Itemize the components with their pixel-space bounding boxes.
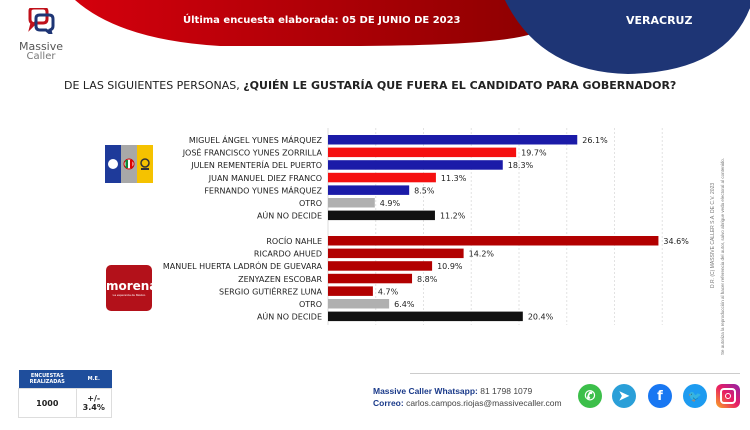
telegram-icon[interactable]: ➤: [612, 384, 636, 408]
bar: [328, 185, 410, 195]
surveys-header: ENCUESTAS REALIZADAS: [18, 370, 77, 389]
bar: [328, 172, 436, 183]
bar: [328, 273, 413, 284]
value-label: 4.9%: [380, 199, 401, 208]
state-name: VERACRUZ: [626, 14, 693, 27]
footer-divider: [410, 373, 740, 374]
value-label: 11.2%: [440, 212, 466, 221]
morena-tagline: La esperanza de México: [112, 293, 146, 297]
bar: [328, 286, 373, 296]
survey-date: Última encuesta elaborada: 05 DE JUNIO D…: [183, 15, 461, 26]
bar: [328, 147, 517, 158]
value-label: 20.4%: [528, 313, 554, 322]
bar: [328, 160, 503, 170]
bar-chart: MIGUEL ÁNGEL YUNES MÁRQUEZ 26.1% JOSÉ FRAN…: [163, 128, 689, 325]
morena-logo: morena La esperanza de México: [106, 265, 158, 311]
category-label: RICARDO AHUED: [254, 250, 322, 259]
value-label: 6.4%: [394, 300, 415, 309]
category-label: AÚN NO DECIDE: [257, 311, 322, 322]
brand-name-line2: Caller: [26, 51, 56, 62]
value-label: 34.6%: [663, 237, 689, 246]
value-label: 4.7%: [378, 287, 399, 296]
header-red-wave: [75, 0, 560, 46]
value-label: 8.5%: [414, 186, 435, 195]
category-label: FERNANDO YUNES MÁRQUEZ: [204, 184, 322, 195]
category-label: SERGIO GUTIÉRREZ LUNA: [219, 285, 323, 296]
bar: [328, 248, 464, 259]
category-label: OTRO: [299, 300, 322, 309]
surveys-count: 1000: [18, 388, 77, 418]
bar: [328, 135, 578, 145]
instagram-icon[interactable]: [716, 384, 740, 408]
copyright-line2: Se autoriza la reproducción al hacer ref…: [720, 157, 725, 355]
category-label: ZENYAZEN ESCOBAR: [238, 275, 322, 284]
massive-caller-logo: Massive Caller: [18, 6, 64, 62]
value-label: 8.8%: [417, 275, 438, 284]
margin-error-header: M.E.: [76, 370, 112, 389]
whatsapp-label: Massive Caller Whatsapp:: [373, 386, 478, 396]
prd-icon: [140, 158, 150, 168]
category-label: JULEN REMENTERÍA DEL PUERTO: [190, 159, 322, 170]
value-label: 11.3%: [441, 174, 467, 183]
header-blue-shape: [505, 0, 750, 74]
bar: [328, 210, 435, 221]
survey-stats-table: ENCUESTAS REALIZADAS M.E. 1000 +/- 3.4%: [18, 370, 113, 418]
value-label: 18.3%: [508, 161, 534, 170]
twitter-icon[interactable]: 🐦: [683, 384, 707, 408]
pan-icon: [107, 158, 119, 170]
facebook-icon[interactable]: f: [648, 384, 672, 408]
category-label: AÚN NO DECIDE: [257, 210, 322, 221]
brand-name-line1: Massive: [18, 40, 64, 53]
category-label: ROCÍO NAHLE: [266, 235, 322, 246]
prd-stripe: [137, 145, 153, 183]
bar: [328, 311, 523, 322]
morena-logo-text: morena: [106, 279, 158, 293]
coalition-logo: [105, 145, 153, 183]
bar: [328, 261, 433, 271]
bar: [328, 299, 390, 309]
contact-info: Massive Caller Whatsapp: 81 1798 1079 Co…: [373, 385, 562, 409]
value-label: 19.7%: [521, 149, 547, 158]
email-label: Correo:: [373, 398, 404, 408]
bar: [328, 198, 375, 208]
survey-question: DE LAS SIGUIENTES PERSONAS, ¿QUIÉN LE GU…: [64, 79, 676, 92]
email-address[interactable]: carlos.campos.riojas@massivecaller.com: [403, 398, 562, 408]
category-label: MIGUEL ÁNGEL YUNES MÁRQUEZ: [189, 134, 323, 145]
value-label: 26.1%: [582, 136, 608, 145]
category-label: OTRO: [299, 199, 322, 208]
category-label: MANUEL HUERTA LADRÓN DE GUEVARA: [163, 260, 323, 271]
chat-bubbles-icon: [28, 6, 55, 38]
category-label: JOSÉ FRANCISCO YUNES ZORRILLA: [182, 147, 323, 158]
question-bold: ¿QUIÉN LE GUSTARÍA QUE FUERA EL CANDIDAT…: [243, 79, 677, 92]
margin-error-value: +/- 3.4%: [75, 388, 113, 418]
copyright-line1: D.R. (C) MASSIVE CALLER S.A. DE C.V. 202…: [710, 182, 716, 288]
whatsapp-number[interactable]: 81 1798 1079: [477, 386, 533, 396]
value-label: 14.2%: [469, 250, 495, 259]
question-prefix: DE LAS SIGUIENTES PERSONAS,: [64, 79, 244, 92]
bar: [328, 236, 659, 246]
value-label: 10.9%: [437, 262, 463, 271]
copyright-note: D.R. (C) MASSIVE CALLER S.A. DE C.V. 202…: [706, 100, 730, 360]
whatsapp-icon[interactable]: ✆: [578, 384, 602, 408]
category-label: JUAN MANUEL DIEZ FRANCO: [208, 174, 322, 183]
